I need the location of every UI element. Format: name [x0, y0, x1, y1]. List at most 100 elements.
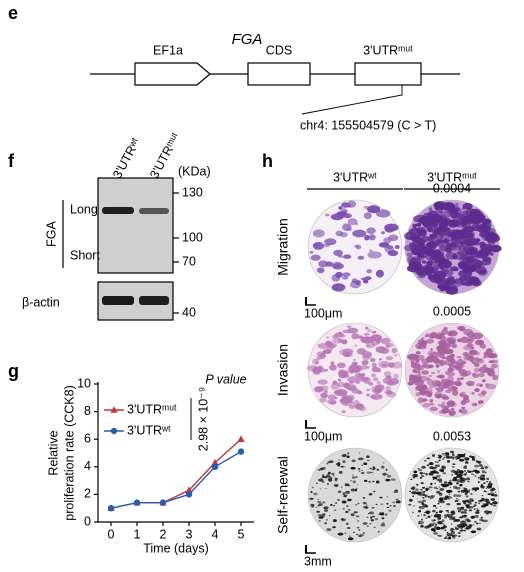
cell	[438, 486, 441, 488]
y-tick-label: 2	[84, 487, 91, 501]
cell	[464, 473, 467, 476]
cell	[373, 490, 376, 493]
cell	[418, 371, 421, 374]
cell	[352, 229, 367, 238]
cell	[447, 330, 458, 337]
cell	[379, 512, 382, 515]
cell	[355, 533, 359, 536]
cell	[386, 380, 396, 386]
gene-name: FGA	[232, 31, 263, 48]
cell	[471, 402, 478, 407]
cell	[422, 486, 426, 489]
cell	[486, 501, 488, 503]
cell	[441, 458, 444, 460]
cell	[423, 467, 426, 468]
cell	[371, 362, 377, 368]
cell	[316, 355, 324, 360]
cell	[362, 522, 368, 525]
cell	[430, 528, 436, 532]
cell	[479, 522, 481, 524]
cell	[438, 514, 442, 516]
cell	[449, 486, 451, 488]
cell	[459, 523, 465, 526]
cell	[432, 509, 436, 513]
cell	[382, 462, 385, 464]
cell	[456, 482, 459, 485]
cell	[378, 242, 390, 248]
cell	[421, 337, 425, 340]
cell	[362, 279, 369, 284]
cell	[446, 533, 453, 537]
cell	[354, 362, 358, 365]
cell	[443, 481, 448, 484]
data-point	[133, 499, 141, 506]
cell	[427, 226, 433, 233]
cell	[458, 502, 461, 505]
cell	[391, 347, 398, 354]
cell	[431, 519, 435, 522]
cell	[461, 529, 464, 532]
cell	[438, 456, 442, 458]
column-header: 3'UTRᵐᵘᵗ	[427, 170, 477, 184]
cell	[371, 373, 376, 378]
cell	[385, 344, 390, 349]
cell	[443, 327, 448, 331]
cell	[479, 476, 482, 479]
cell	[347, 376, 359, 383]
cell	[317, 379, 329, 385]
cell	[376, 381, 381, 384]
cell	[438, 521, 443, 525]
cell	[350, 480, 352, 482]
cell	[345, 383, 356, 391]
cell	[452, 478, 458, 482]
cell	[441, 356, 447, 359]
cell	[344, 532, 347, 534]
cell	[337, 532, 344, 536]
cell	[381, 517, 385, 520]
cell	[418, 270, 424, 274]
cell	[485, 513, 489, 515]
cell	[452, 485, 458, 489]
cell	[363, 332, 370, 336]
cell	[428, 486, 433, 489]
cell	[472, 279, 482, 287]
cell	[444, 405, 450, 409]
cell	[426, 457, 430, 460]
cell	[318, 260, 328, 268]
cell	[418, 242, 426, 251]
cell	[421, 475, 425, 477]
cell	[443, 457, 446, 459]
band	[139, 208, 169, 214]
cell	[335, 502, 338, 504]
cell	[451, 454, 455, 456]
cell	[435, 277, 444, 285]
cell	[477, 487, 479, 488]
cell	[384, 513, 388, 516]
well-image	[307, 447, 403, 543]
cell	[456, 469, 460, 471]
cell	[320, 477, 323, 479]
cell	[445, 204, 453, 209]
cell	[488, 360, 494, 364]
cell	[404, 231, 416, 241]
cell	[418, 468, 423, 472]
cell	[350, 466, 356, 470]
cell	[445, 536, 448, 538]
cell	[458, 470, 464, 474]
cell	[447, 367, 454, 373]
cell	[388, 509, 392, 512]
cell	[319, 385, 329, 391]
cell	[462, 352, 470, 356]
cell	[338, 206, 343, 210]
cell	[335, 230, 343, 237]
cell	[351, 459, 356, 463]
cell	[470, 255, 478, 261]
cell	[376, 338, 384, 343]
cell	[465, 464, 467, 466]
cell	[445, 286, 459, 295]
cell	[438, 492, 443, 496]
cell	[486, 481, 489, 483]
cell	[457, 456, 461, 459]
cell	[422, 212, 432, 221]
cell	[440, 527, 445, 530]
